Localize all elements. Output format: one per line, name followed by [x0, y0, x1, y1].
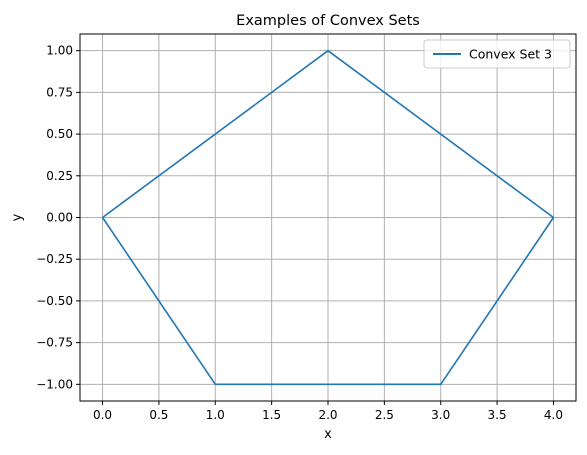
x-tick-label: 1.5	[262, 408, 281, 422]
y-tick-label: 0.00	[46, 211, 73, 225]
legend-box	[423, 39, 571, 69]
legend: Convex Set 3	[423, 39, 571, 69]
y-tick-label: 0.50	[46, 127, 73, 141]
x-tick-label: 3.5	[488, 408, 507, 422]
y-tick-label: −0.25	[36, 252, 73, 266]
grid	[80, 34, 576, 401]
y-tick-label: −1.00	[36, 377, 73, 391]
x-axis-label: x	[324, 427, 332, 442]
legend-label-convex-set-3: Convex Set 3	[469, 47, 552, 62]
y-tick-label: −0.50	[36, 294, 73, 308]
x-tick-label: 2.5	[375, 408, 394, 422]
y-axis-label: y	[10, 213, 25, 221]
x-tick-label: 0.5	[149, 408, 168, 422]
chart-title: Examples of Convex Sets	[236, 13, 420, 29]
series-layer	[101, 49, 555, 386]
y-tick-label: −0.75	[36, 336, 73, 350]
x-tick-label: 0.0	[93, 408, 112, 422]
y-axis-ticks: −1.00 −0.75 −0.50 −0.25 0.00 0.25 0.50 0.75 1.00	[36, 44, 80, 391]
series-line-convex-set-3	[101, 49, 555, 386]
x-tick-label: 1.0	[206, 408, 225, 422]
x-tick-label: 3.0	[431, 408, 450, 422]
x-tick-label: 4.0	[544, 408, 563, 422]
y-tick-label: 1.00	[46, 44, 73, 58]
y-tick-label: 0.75	[46, 85, 73, 99]
y-tick-label: 0.25	[46, 169, 73, 183]
x-tick-label: 2.0	[318, 408, 337, 422]
x-axis-ticks: 0.0 0.5 1.0 1.5 2.0 2.5 3.0 3.5 4.0	[93, 401, 563, 422]
